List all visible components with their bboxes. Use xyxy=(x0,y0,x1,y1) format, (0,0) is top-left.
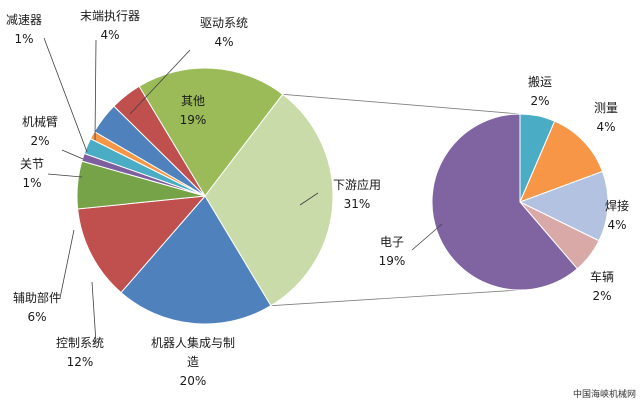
leader-line xyxy=(129,49,191,115)
leader-line xyxy=(59,229,75,299)
main-slice-value-label: 31% xyxy=(344,197,371,211)
watermark-text: 中国海峡机械网 xyxy=(573,388,636,400)
sub-slice-name-label: 电子 xyxy=(380,235,404,249)
sub-slice-value-label: 4% xyxy=(607,218,626,232)
main-pie-slice xyxy=(138,67,284,197)
sub-slice-name-label: 搬运 xyxy=(528,74,552,89)
sub-slice-value-label: 2% xyxy=(530,94,549,108)
main-slice-value-label: 12% xyxy=(67,355,94,369)
sub-slice-name-label: 车辆 xyxy=(590,269,614,284)
leader-line xyxy=(47,173,83,178)
main-slice-name-label: 下游应用 xyxy=(333,177,381,192)
sub-slice-name-label: 测量 xyxy=(594,101,618,115)
main-pie-slice xyxy=(120,195,272,325)
main-slice-name-label: 机械臂 xyxy=(22,114,58,129)
leader-line xyxy=(61,149,84,160)
main-slice-name-label: 驱动系统 xyxy=(200,16,248,30)
sub-slice-value-label: 19% xyxy=(379,254,406,268)
main-slice-value-label: 6% xyxy=(27,310,46,324)
main-pie xyxy=(76,67,334,325)
main-slice-name-label: 关节 xyxy=(20,157,44,171)
main-slice-name-label: 其他 xyxy=(181,94,205,108)
leader-line xyxy=(94,39,97,141)
main-pie-slice xyxy=(113,85,206,197)
leader-line xyxy=(91,281,97,344)
leader-line xyxy=(411,223,443,251)
main-slice-value-label: 2% xyxy=(30,134,49,148)
main-slice-value-label: 19% xyxy=(180,113,207,127)
connector-line-top xyxy=(282,93,521,115)
leader-line xyxy=(43,37,88,153)
main-slice-value-label: 4% xyxy=(214,35,233,49)
connector-lines xyxy=(270,93,521,307)
main-slice-name-label: 末端执行器 xyxy=(80,9,140,23)
main-slice-name-label: 控制系统 xyxy=(56,336,104,350)
main-pie-slice xyxy=(204,93,334,307)
main-slice-name-label: 减速器 xyxy=(6,13,42,27)
sub-pie-slice xyxy=(518,170,609,242)
main-slice-name-label: 辅助部件 xyxy=(13,290,61,305)
main-slice-value-label: 20% xyxy=(180,374,207,388)
main-slice-name-label: 机器人集成与制 xyxy=(151,335,235,350)
sub-slice-value-label: 4% xyxy=(596,120,615,134)
sub-slice-name-label: 焊接 xyxy=(605,198,629,213)
sub-pie-slice xyxy=(431,113,579,291)
leader-lines xyxy=(43,37,443,344)
sub-slice-value-label: 2% xyxy=(592,289,611,303)
connector-line-bottom xyxy=(270,289,521,307)
sub-pie xyxy=(431,113,609,291)
sub-pie-slice xyxy=(519,120,604,203)
leader-line xyxy=(299,192,319,206)
main-slice-value-label: 1% xyxy=(22,176,41,190)
main-slice-value-label: 1% xyxy=(14,32,33,46)
main-slice-name-label-cont: 造 xyxy=(187,355,199,369)
main-slice-value-label: 4% xyxy=(100,28,119,42)
main-pie-slice xyxy=(77,195,207,294)
